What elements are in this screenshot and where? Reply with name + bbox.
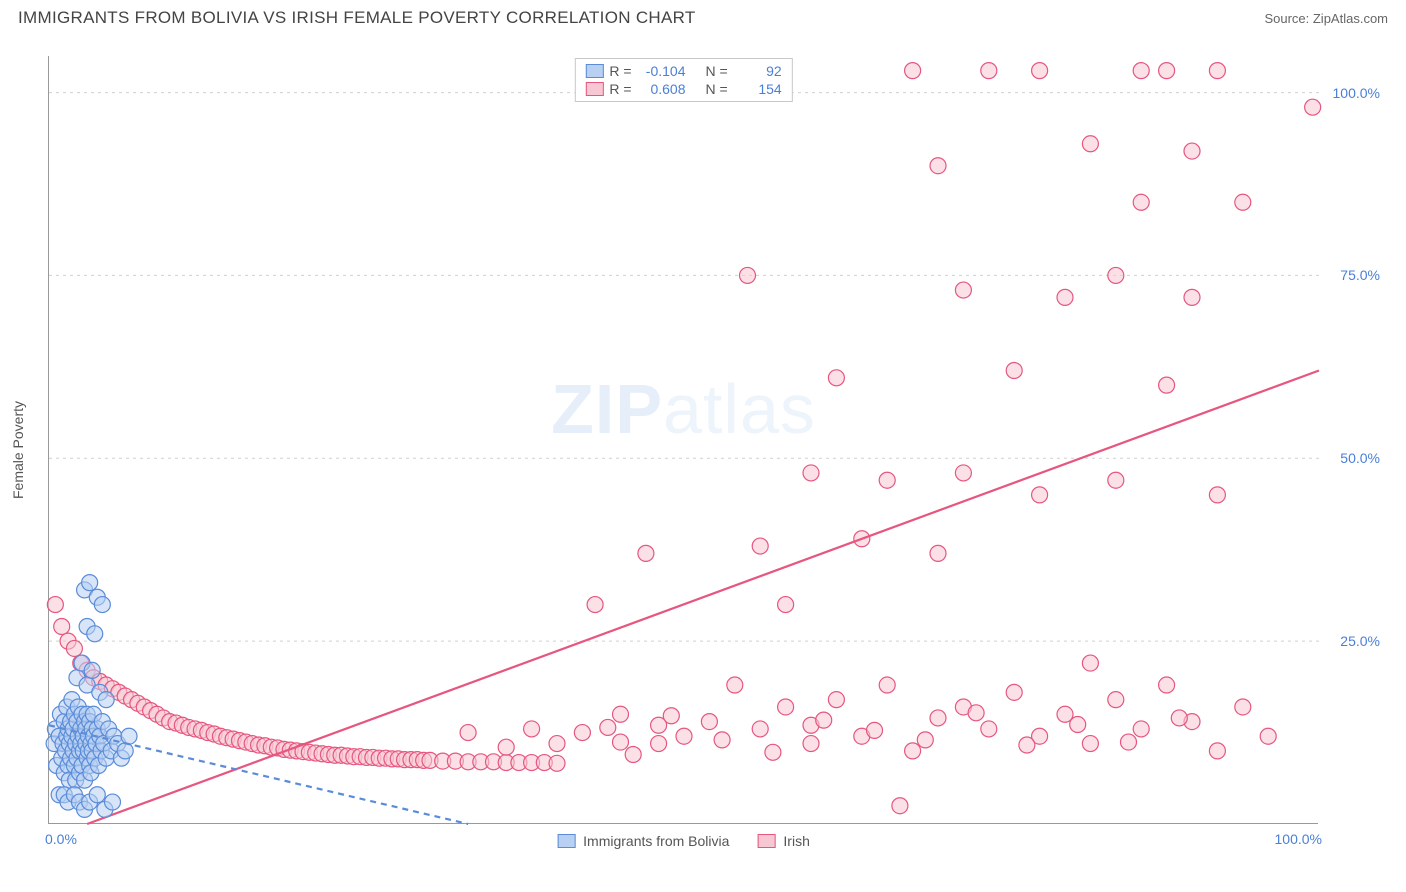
source-label: Source: ZipAtlas.com xyxy=(1264,11,1388,26)
legend-item-pink: Irish xyxy=(757,833,809,849)
swatch-blue xyxy=(585,64,603,78)
x-tick-max: 100.0% xyxy=(1275,831,1322,847)
plot-svg xyxy=(49,56,1319,824)
y-axis-label: Female Poverty xyxy=(10,401,26,499)
x-tick-min: 0.0% xyxy=(45,831,77,847)
legend-label-pink: Irish xyxy=(783,833,809,849)
legend-row-blue: R = -0.104 N = 92 xyxy=(585,63,781,79)
swatch-blue-icon xyxy=(557,834,575,848)
plot-area: ZIPatlas R = -0.104 N = 92 R = 0.608 N =… xyxy=(48,56,1318,824)
y-tick-label: 50.0% xyxy=(1325,450,1380,466)
y-tick-label: 75.0% xyxy=(1325,267,1380,283)
chart-title: IMMIGRANTS FROM BOLIVIA VS IRISH FEMALE … xyxy=(18,8,696,28)
chart-container: Female Poverty ZIPatlas R = -0.104 N = 9… xyxy=(48,56,1388,844)
y-tick-label: 100.0% xyxy=(1325,85,1380,101)
legend-item-blue: Immigrants from Bolivia xyxy=(557,833,729,849)
series-legend: Immigrants from Bolivia Irish xyxy=(557,833,810,849)
y-tick-label: 25.0% xyxy=(1325,633,1380,649)
legend-label-blue: Immigrants from Bolivia xyxy=(583,833,729,849)
swatch-pink xyxy=(585,82,603,96)
swatch-pink-icon xyxy=(757,834,775,848)
legend-row-pink: R = 0.608 N = 154 xyxy=(585,81,781,97)
correlation-legend: R = -0.104 N = 92 R = 0.608 N = 154 xyxy=(574,58,792,102)
